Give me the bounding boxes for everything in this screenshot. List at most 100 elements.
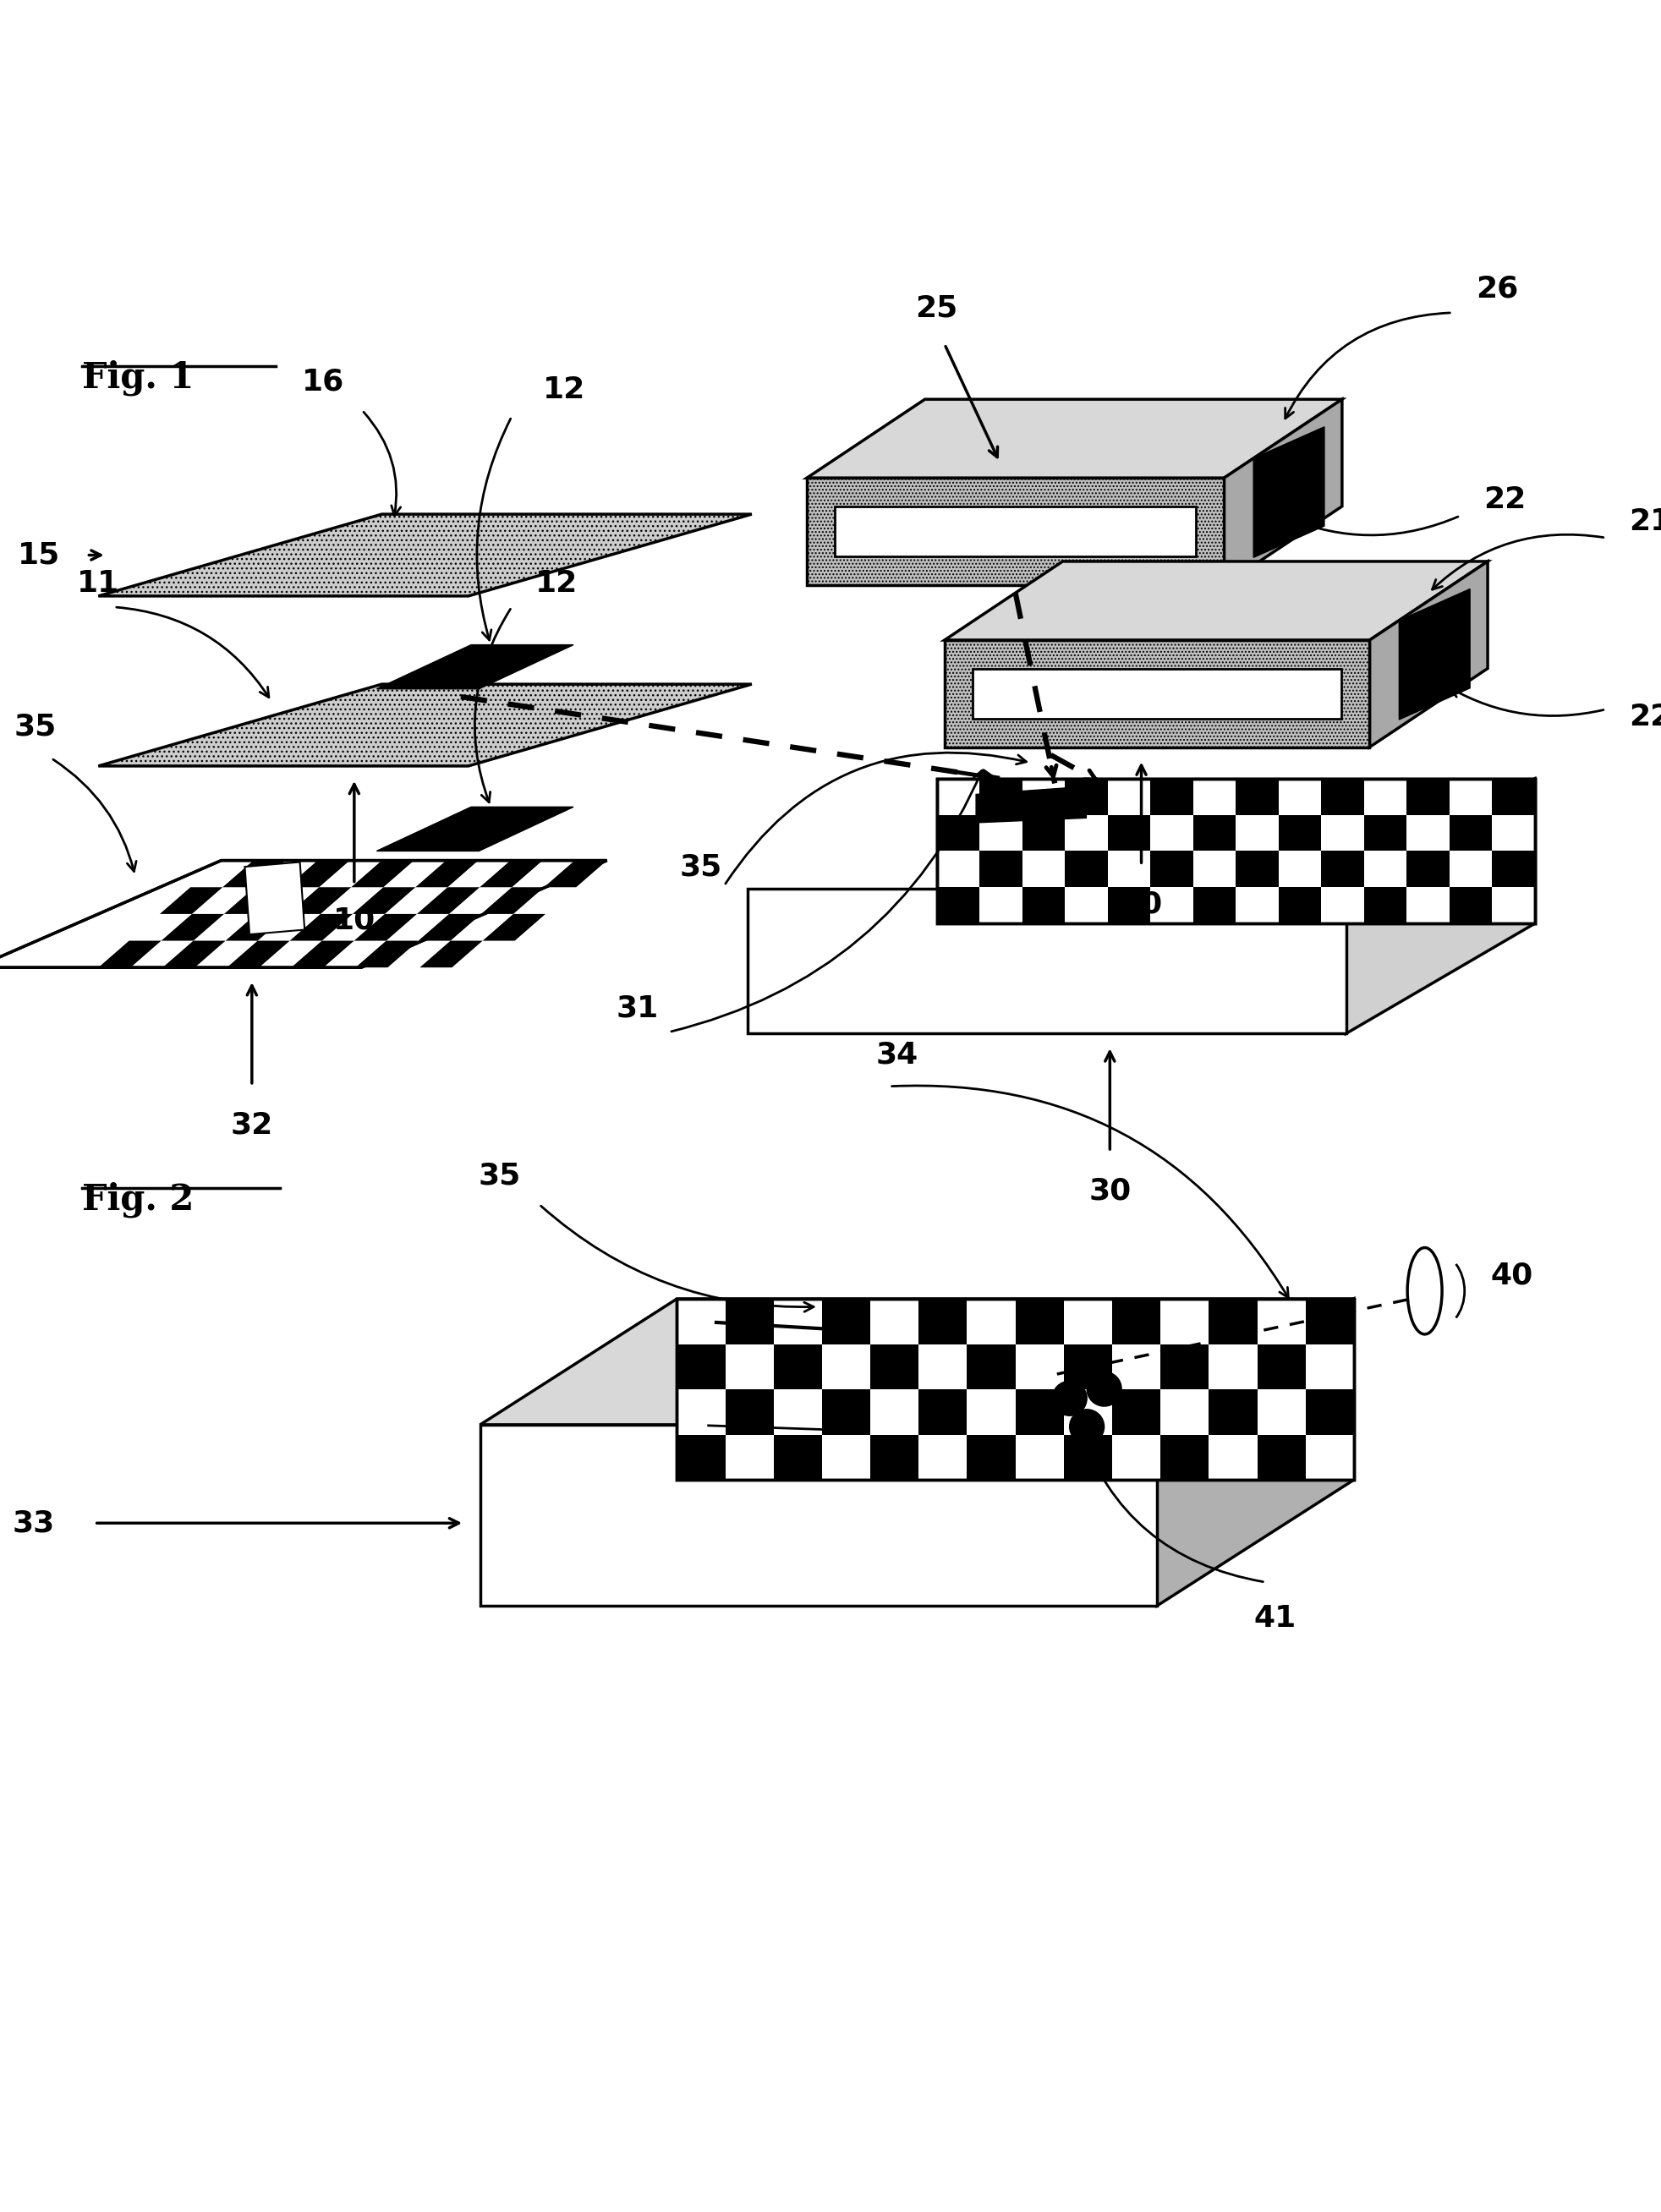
- Polygon shape: [1224, 400, 1342, 584]
- Polygon shape: [1306, 1389, 1354, 1436]
- Polygon shape: [1448, 887, 1492, 922]
- Polygon shape: [352, 887, 415, 914]
- Polygon shape: [480, 860, 543, 887]
- Polygon shape: [1399, 588, 1470, 719]
- Polygon shape: [98, 513, 751, 595]
- Text: 10: 10: [332, 907, 375, 936]
- Polygon shape: [870, 1436, 919, 1480]
- Polygon shape: [978, 779, 1022, 814]
- Polygon shape: [1369, 562, 1487, 748]
- Polygon shape: [1277, 814, 1320, 852]
- Text: Fig. 1: Fig. 1: [81, 361, 194, 396]
- Text: 22: 22: [1628, 703, 1661, 732]
- Text: 11: 11: [76, 568, 120, 597]
- Polygon shape: [1208, 1298, 1256, 1345]
- Polygon shape: [1159, 1436, 1208, 1480]
- Polygon shape: [419, 914, 482, 940]
- Polygon shape: [1149, 852, 1193, 887]
- Polygon shape: [224, 887, 287, 914]
- Polygon shape: [1156, 1298, 1354, 1606]
- Text: 21: 21: [1628, 509, 1661, 538]
- Text: 26: 26: [1475, 274, 1518, 303]
- Polygon shape: [161, 914, 224, 940]
- Polygon shape: [822, 1298, 870, 1345]
- Polygon shape: [420, 940, 482, 967]
- Polygon shape: [724, 1298, 774, 1345]
- Polygon shape: [1320, 852, 1364, 887]
- Polygon shape: [870, 1345, 919, 1389]
- Polygon shape: [1492, 779, 1535, 814]
- Polygon shape: [1405, 852, 1448, 887]
- Polygon shape: [1111, 1389, 1159, 1436]
- Polygon shape: [1306, 1298, 1354, 1345]
- Polygon shape: [1256, 1345, 1306, 1389]
- Polygon shape: [1159, 1345, 1208, 1389]
- Polygon shape: [967, 1345, 1015, 1389]
- Text: 34: 34: [875, 1040, 919, 1068]
- Polygon shape: [919, 1298, 967, 1345]
- Polygon shape: [1256, 1436, 1306, 1480]
- Polygon shape: [287, 860, 349, 887]
- Polygon shape: [377, 646, 573, 688]
- Polygon shape: [943, 639, 1369, 748]
- Polygon shape: [1015, 1389, 1063, 1436]
- Circle shape: [1070, 1409, 1103, 1444]
- Polygon shape: [480, 1425, 1156, 1606]
- Polygon shape: [354, 914, 417, 940]
- Polygon shape: [724, 1389, 774, 1436]
- Text: 22: 22: [1483, 487, 1525, 515]
- Polygon shape: [159, 887, 223, 914]
- Polygon shape: [1448, 814, 1492, 852]
- Polygon shape: [1063, 1436, 1111, 1480]
- Polygon shape: [937, 779, 1535, 922]
- Polygon shape: [978, 852, 1022, 887]
- Polygon shape: [355, 940, 419, 967]
- Polygon shape: [1364, 887, 1405, 922]
- Polygon shape: [223, 860, 286, 887]
- Polygon shape: [943, 562, 1487, 639]
- Polygon shape: [1236, 779, 1277, 814]
- Polygon shape: [377, 807, 573, 852]
- Polygon shape: [1063, 1345, 1111, 1389]
- Polygon shape: [1252, 427, 1324, 557]
- Polygon shape: [676, 1298, 1354, 1480]
- Polygon shape: [228, 940, 289, 967]
- Polygon shape: [774, 1345, 822, 1389]
- Polygon shape: [291, 940, 354, 967]
- Polygon shape: [417, 887, 480, 914]
- Polygon shape: [937, 814, 978, 852]
- Polygon shape: [289, 887, 350, 914]
- Text: 20: 20: [1120, 889, 1163, 918]
- Polygon shape: [1236, 852, 1277, 887]
- Polygon shape: [1111, 1298, 1159, 1345]
- Polygon shape: [937, 887, 978, 922]
- Text: 35: 35: [478, 1161, 522, 1190]
- Polygon shape: [972, 668, 1340, 719]
- Polygon shape: [163, 940, 226, 967]
- Polygon shape: [1106, 887, 1149, 922]
- Polygon shape: [1065, 852, 1106, 887]
- Text: 15: 15: [17, 540, 60, 568]
- Text: 33: 33: [13, 1509, 55, 1537]
- Polygon shape: [676, 1345, 724, 1389]
- Polygon shape: [975, 787, 1086, 823]
- Polygon shape: [1022, 814, 1065, 852]
- Polygon shape: [1015, 1298, 1063, 1345]
- Polygon shape: [415, 860, 478, 887]
- Text: 35: 35: [15, 712, 56, 741]
- Polygon shape: [1320, 779, 1364, 814]
- Polygon shape: [226, 914, 289, 940]
- Polygon shape: [98, 684, 751, 765]
- Polygon shape: [1364, 814, 1405, 852]
- Circle shape: [1051, 1380, 1086, 1416]
- Polygon shape: [835, 507, 1194, 557]
- Polygon shape: [967, 1436, 1015, 1480]
- Polygon shape: [1065, 779, 1106, 814]
- Polygon shape: [480, 1298, 1354, 1425]
- Polygon shape: [919, 1389, 967, 1436]
- Polygon shape: [0, 860, 606, 967]
- Text: 16: 16: [301, 367, 344, 396]
- Text: 31: 31: [616, 993, 658, 1022]
- Polygon shape: [98, 940, 161, 967]
- Polygon shape: [1193, 887, 1236, 922]
